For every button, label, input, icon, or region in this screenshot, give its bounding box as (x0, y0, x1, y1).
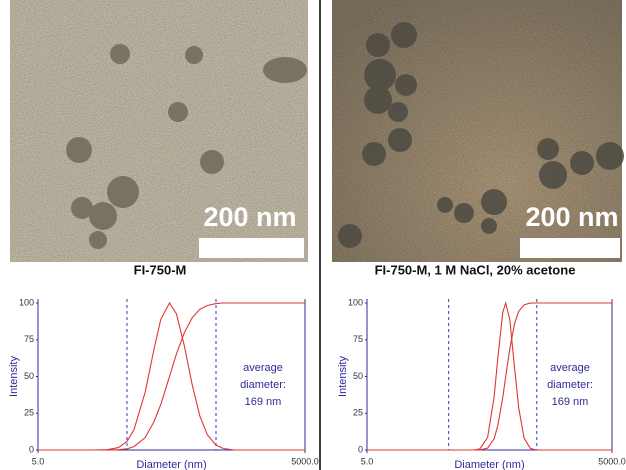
annotation: 169 nm (552, 396, 589, 408)
annotation: 169 nm (245, 396, 282, 408)
y-tick-label: 0 (358, 444, 363, 454)
distribution-curve (367, 302, 612, 451)
chart-title: FI-750-M (134, 262, 187, 277)
x-axis-label: Diameter (nm) (136, 459, 206, 470)
x-axis-label: Diameter (nm) (454, 459, 524, 470)
x-tick-label: 5000.0 (291, 456, 319, 466)
y-tick-label: 100 (348, 297, 363, 307)
y-axis-label: Intensity (337, 356, 349, 397)
y-tick-label: 25 (353, 408, 363, 418)
tem-image-right: 200 nm (332, 0, 624, 262)
y-tick-label: 0 (29, 444, 34, 454)
distribution-curve (38, 301, 305, 451)
y-tick-label: 100 (19, 297, 34, 307)
annotation: diameter: (547, 379, 593, 391)
y-tick-label: 50 (353, 371, 363, 381)
x-tick-label: 5000.0 (598, 456, 626, 466)
y-tick-label: 75 (24, 334, 34, 344)
scale-bar-label: 200 nm (203, 202, 296, 232)
annotation: diameter: (240, 379, 286, 391)
y-axis-label: Intensity (8, 356, 20, 397)
distribution-curve (367, 300, 612, 451)
chart-title: FI-750-M, 1 M NaCl, 20% acetone (375, 262, 576, 277)
x-tick-label: 5.0 (32, 456, 45, 466)
x-tick-label: 5.0 (361, 456, 374, 466)
y-tick-label: 25 (24, 408, 34, 418)
y-tick-label: 50 (24, 371, 34, 381)
annotation: average (243, 362, 283, 374)
y-tick-label: 75 (353, 334, 363, 344)
distribution-curve (38, 302, 305, 451)
scale-bar-label: 200 nm (525, 202, 618, 232)
annotation: average (550, 362, 590, 374)
tem-image-left: 200 nm (10, 0, 308, 262)
